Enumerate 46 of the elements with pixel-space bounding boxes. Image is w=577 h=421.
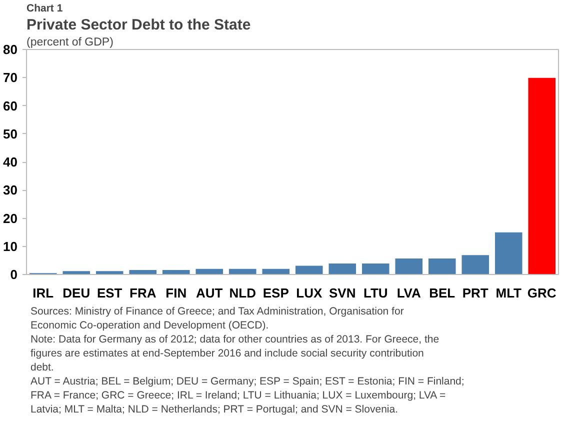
x-tick-label: LTU — [363, 286, 388, 300]
source-note: Sources: Ministry of Finance of Greece; and Tax Administration, Organisation for Economic Co-operation and Development (OECD). — [30, 306, 404, 332]
y-tick-label: 30 — [3, 182, 18, 198]
bar — [162, 270, 190, 274]
x-tick-label: FIN — [166, 286, 187, 300]
y-tick-label: 0 — [10, 267, 18, 282]
bar — [528, 78, 556, 274]
text: AUT = Austria; BEL = Belgium; DEU = Germany; ESP = Spain; EST = Estonia; FIN = Finland; FRA = France; GRC = Greece; IRL = Ireland; LTU = Lithuania; LUX = Luxembourg; LVA = Latvia; MLT = Malta; NLD = Netherlands; PRT = Portugal; and SVN = Slovenia. — [30, 376, 464, 416]
x-tick-label: PRT — [462, 286, 488, 300]
bar — [494, 232, 522, 274]
y-tick-label: 20 — [3, 210, 18, 226]
x-tick-label: LVA — [396, 286, 422, 300]
y-tick-label: 70 — [3, 70, 18, 86]
x-tick-label: EST — [96, 286, 122, 300]
bar — [262, 268, 290, 274]
caption: Chart 1 — [26, 2, 63, 14]
bar — [395, 258, 423, 274]
bar — [295, 266, 323, 274]
chart-title: Private Sector Debt to the State — [26, 16, 251, 34]
y-tick-label: 40 — [3, 154, 18, 170]
y-tick-label: 80 — [3, 42, 18, 57]
bar — [96, 271, 124, 274]
x-tick-label: NLD — [229, 286, 256, 300]
x-tick-label: AUT — [196, 286, 223, 300]
x-tick-label: ESP — [262, 286, 290, 300]
bar — [428, 258, 456, 274]
x-tick-label: BEL — [429, 286, 456, 300]
x-tick-label: IRL — [32, 286, 54, 300]
y-axis-title: (percent of GDP) — [26, 36, 114, 48]
bar — [328, 264, 356, 274]
bar — [129, 270, 157, 274]
text: Note: Data for Germany as of 2012; data for other countries as of 2013. For Greece, the figures are estimates at end-September 2016 and include social security contribution debt. — [30, 334, 440, 374]
x-tick-label: MLT — [496, 286, 522, 300]
bar — [228, 268, 256, 274]
bar — [196, 268, 224, 274]
y-tick-label: 50 — [3, 126, 18, 142]
x-tick-label: FRA — [130, 286, 157, 300]
bar — [62, 271, 90, 274]
bar — [462, 255, 490, 274]
x-tick-label: GRC — [527, 286, 557, 300]
y-tick-label: 10 — [3, 238, 18, 254]
x-tick-label: DEU — [62, 286, 90, 300]
bar — [362, 264, 390, 274]
y-tick-label: 60 — [3, 98, 18, 114]
x-tick-label: LUX — [296, 286, 322, 300]
x-tick-label: SVN — [329, 286, 356, 300]
